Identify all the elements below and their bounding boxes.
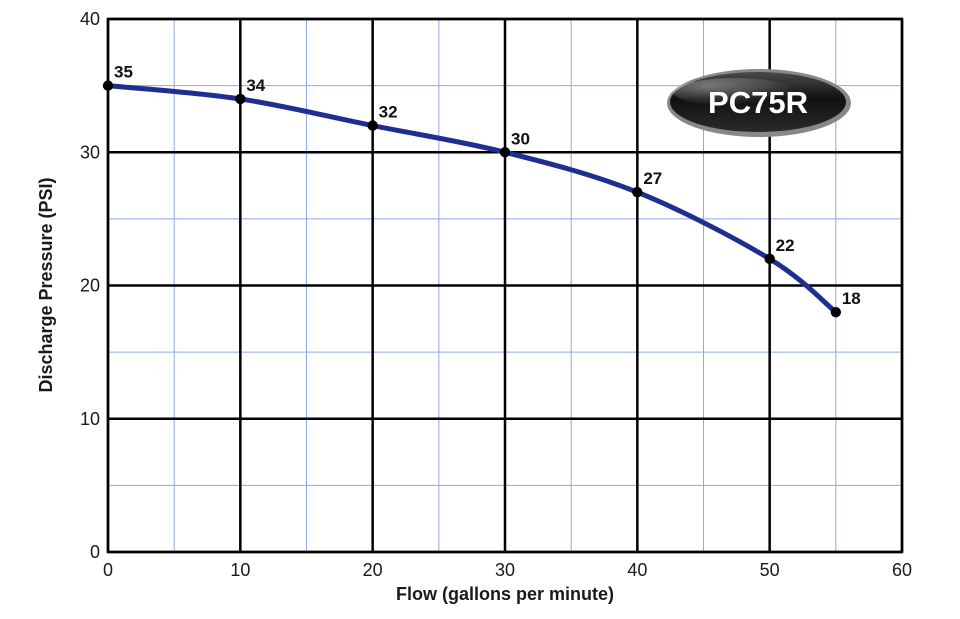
x-tick-label: 20 — [363, 560, 383, 580]
data-point — [499, 147, 511, 158]
plot-frame — [106, 17, 904, 554]
x-tick-label: 60 — [892, 560, 912, 580]
data-label: 30 — [511, 129, 530, 148]
x-tick-label: 50 — [760, 560, 780, 580]
x-tick-label: 10 — [230, 560, 250, 580]
badge-shine — [673, 78, 797, 106]
data-point — [235, 93, 246, 105]
data-label: 27 — [643, 169, 662, 188]
x-tick-label: 0 — [103, 560, 113, 580]
data-point — [102, 80, 114, 91]
x-tick-label: 40 — [627, 560, 647, 580]
series-layer — [102, 80, 842, 318]
data-point — [764, 253, 775, 265]
axis-layer: 0 10 20 30 40 50 60 0 10 20 30 40 — [80, 9, 912, 580]
label-layer: 35 34 32 30 27 22 18 — [114, 63, 861, 309]
x-tick-label: 30 — [495, 560, 515, 580]
model-badge: PC75R — [667, 69, 851, 137]
badge-text: PC75R — [708, 85, 808, 120]
y-axis-title: Discharge Pressure (PSI) — [36, 177, 56, 392]
y-tick-label: 10 — [80, 409, 100, 429]
y-tick-label: 30 — [80, 142, 100, 162]
data-point — [632, 187, 643, 198]
data-point — [830, 306, 842, 318]
data-label: 35 — [114, 63, 133, 82]
y-tick-label: 20 — [80, 276, 100, 296]
x-axis-title: Flow (gallons per minute) — [396, 584, 614, 604]
data-label: 34 — [246, 76, 265, 95]
data-label: 22 — [776, 236, 795, 255]
y-tick-label: 0 — [90, 542, 100, 562]
y-tick-label: 40 — [80, 9, 100, 29]
data-label: 18 — [842, 289, 861, 308]
data-label: 32 — [379, 103, 398, 122]
data-point — [367, 120, 378, 131]
